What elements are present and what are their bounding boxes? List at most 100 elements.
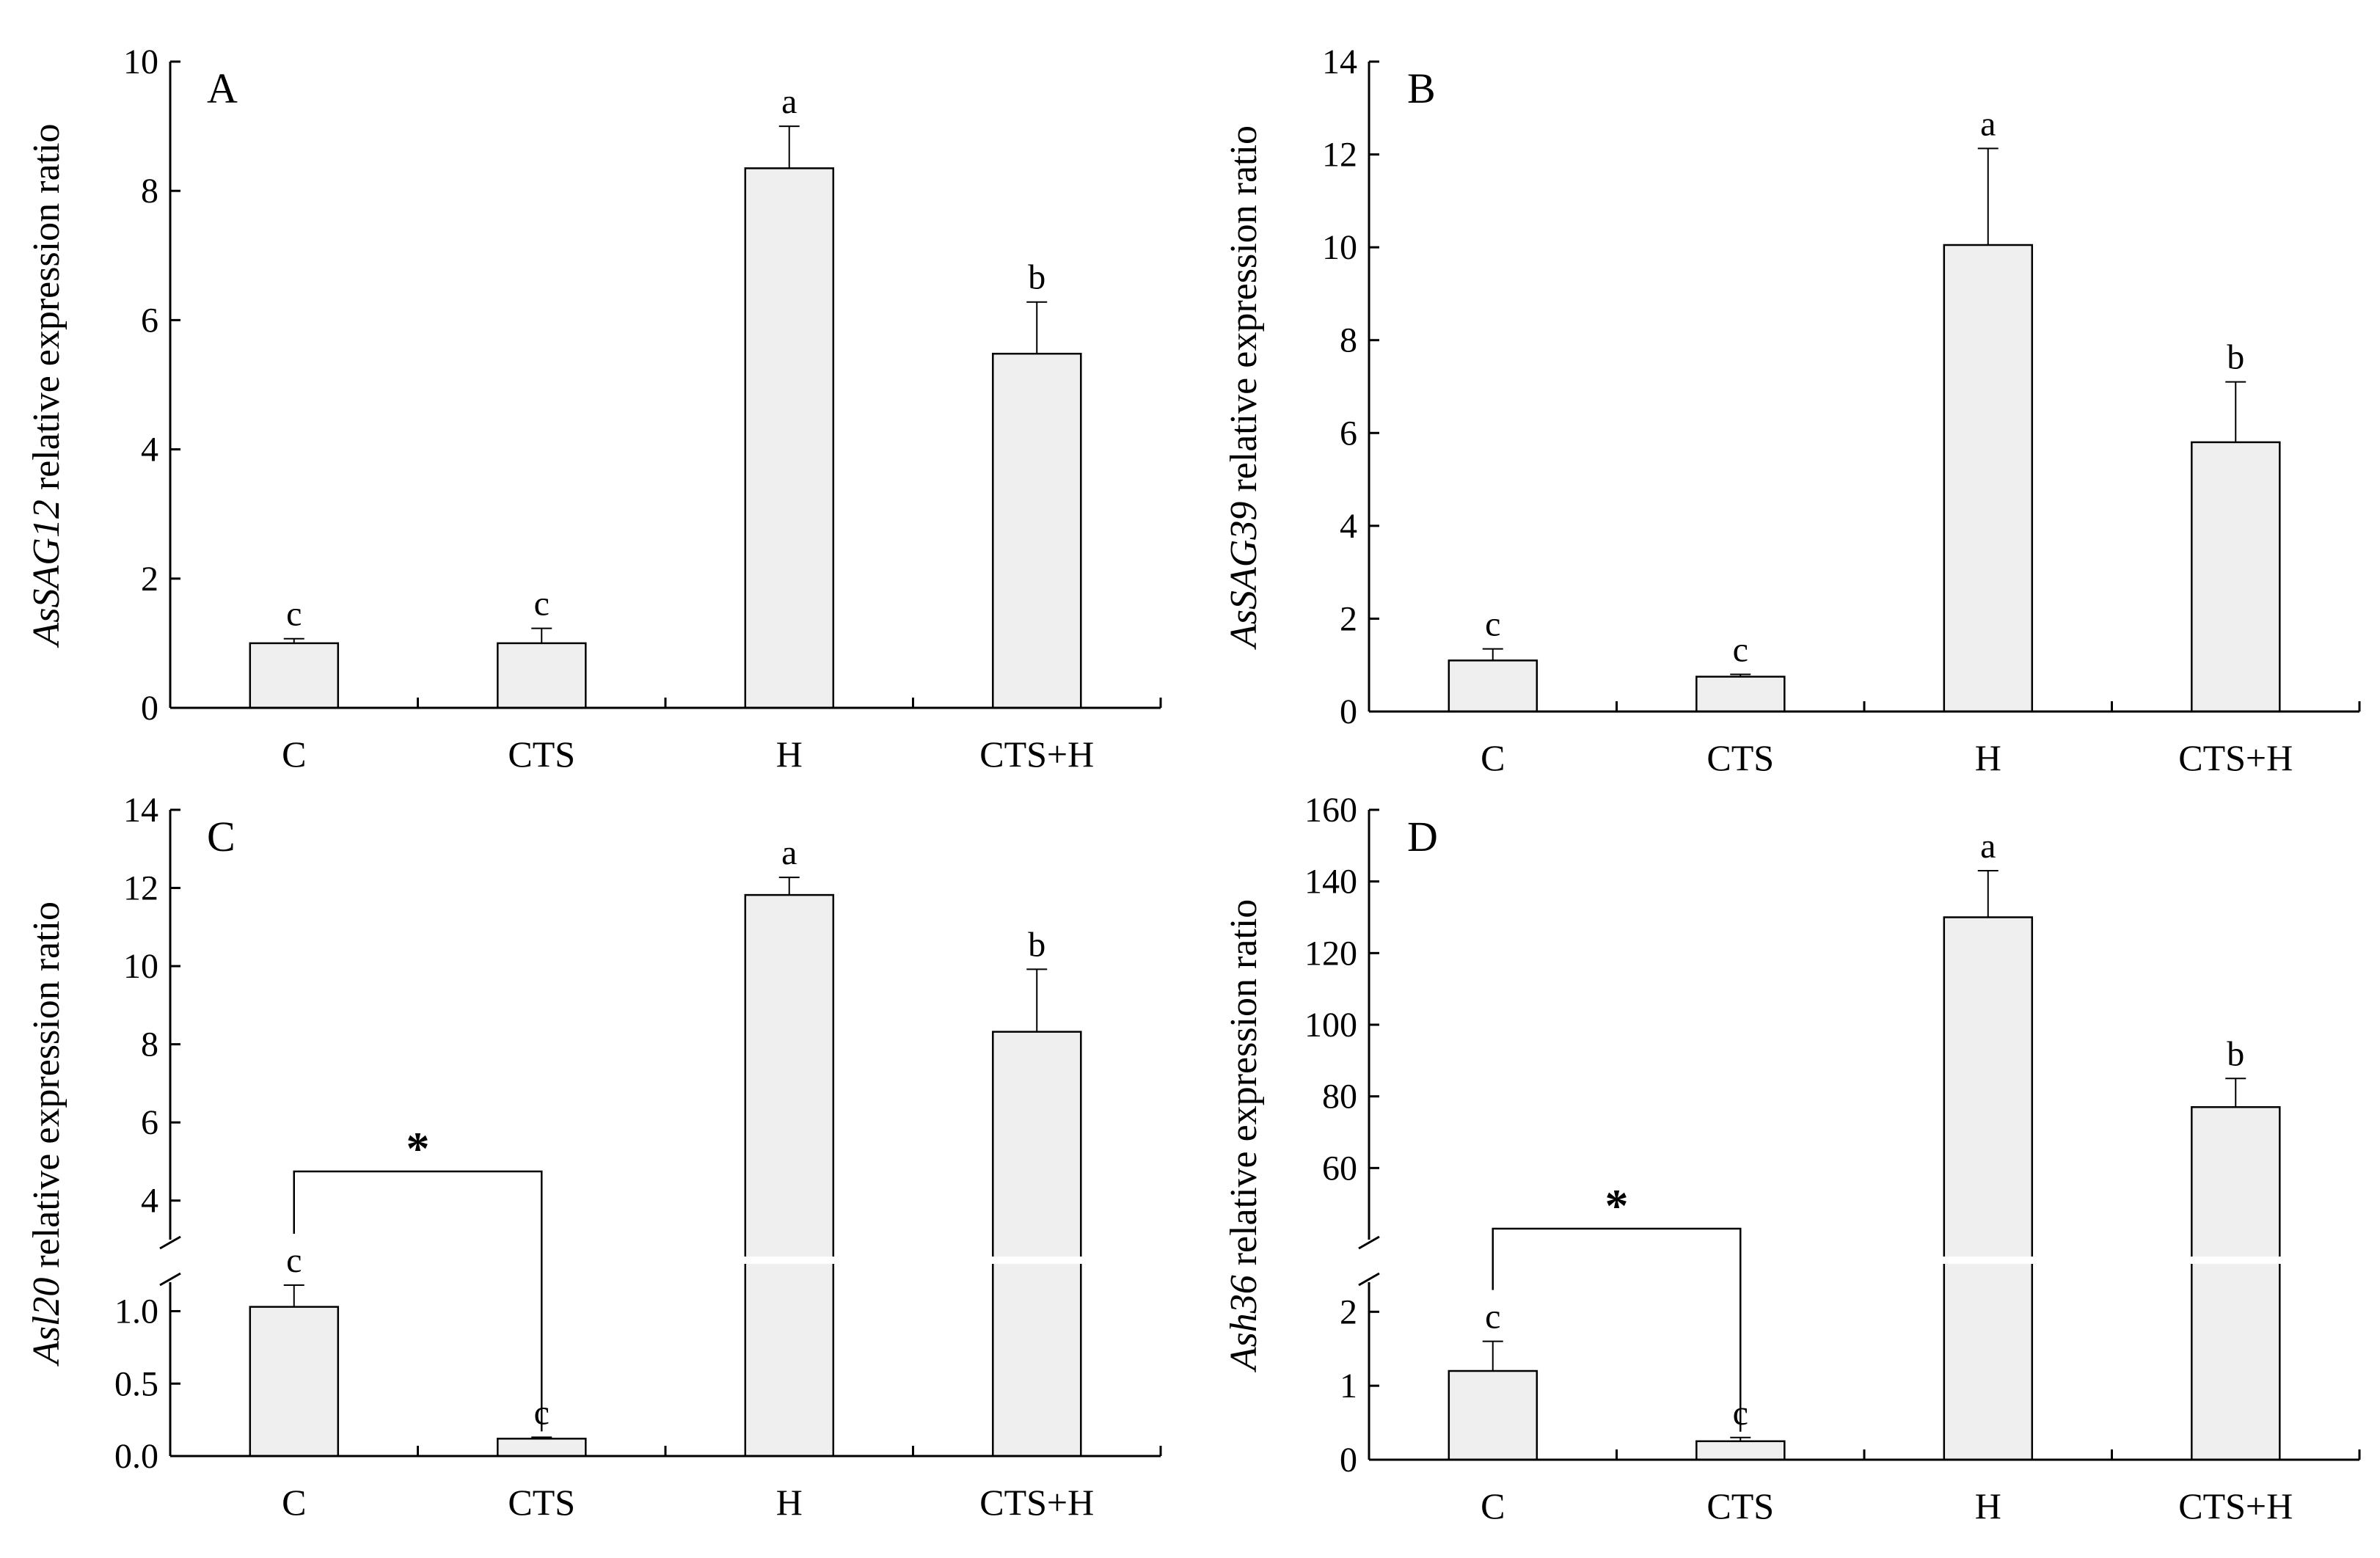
x-tick-label: C [1481, 1485, 1505, 1526]
bar-c [1448, 1369, 1538, 1461]
significance-label: c [1485, 1298, 1500, 1336]
x-tick-label: CTS+H [2178, 737, 2293, 778]
bar-cts [497, 642, 587, 709]
bar-h [744, 893, 835, 1458]
y-tick-label: 1.0 [114, 1292, 158, 1331]
significance-label: b [1028, 258, 1045, 297]
y-tick-label: 10 [1322, 228, 1357, 267]
x-tick-label: C [282, 1482, 306, 1523]
significance-label: b [2227, 338, 2244, 377]
y-axis-label-gene: AsSAG12 [26, 500, 67, 648]
bar-c [1448, 659, 1538, 713]
axis-break-mark [159, 1272, 181, 1287]
y-tick-label: 2 [141, 560, 158, 599]
y-tick-label: 4 [1340, 507, 1357, 546]
y-axis-label-text: relative expression ratio [1223, 125, 1265, 502]
bar-cts [1695, 1440, 1786, 1461]
significance-label: c [286, 1241, 302, 1280]
bar-cts-plus-h [992, 352, 1082, 709]
y-tick-label: 4 [141, 1182, 158, 1221]
x-tick-label: C [1481, 737, 1505, 778]
significance-label: a [1980, 827, 1996, 866]
significance-label: c [286, 595, 302, 634]
x-tick-label: CTS+H [2178, 1485, 2293, 1526]
y-tick-label: 14 [123, 791, 158, 830]
y-axis-label-text: relative expression ratio [26, 124, 67, 500]
y-tick-label: 6 [141, 1103, 158, 1142]
y-tick-label: 6 [1340, 414, 1357, 453]
significance-star: * [406, 1122, 430, 1174]
panel-letter: C [207, 813, 236, 860]
y-tick-label: 0.5 [114, 1364, 158, 1403]
y-tick-label: 2 [1340, 1292, 1357, 1331]
y-axis-label-gene: Asl20 [26, 1278, 67, 1367]
y-tick-label: 60 [1322, 1149, 1357, 1188]
significance-label: b [2227, 1034, 2244, 1073]
panel-a: c c a b C CTS H CTS+H 0 2 4 6 8 10 A AsSAG12 relative e… [26, 43, 1162, 775]
y-axis-label: AsSAG12 relative expression ratio [26, 124, 67, 648]
panel-letter: D [1407, 813, 1438, 860]
y-axis-label: Asl20 relative expression ratio [26, 901, 67, 1367]
significance-label: a [1980, 104, 1996, 143]
bar-h [1943, 244, 2034, 713]
significance-label: b [1028, 925, 1045, 964]
panel-b: c c a b C CTS H CTS+H 0 2 4 6 8 10 12 14 B AsSAG39 relati… [1223, 43, 2361, 778]
y-tick-label: 8 [141, 1025, 158, 1064]
y-tick-label: 0.0 [114, 1437, 158, 1476]
significance-label: a [781, 82, 797, 121]
bar-c [249, 642, 340, 709]
y-tick-label: 120 [1304, 934, 1357, 973]
y-tick-label: 10 [123, 947, 158, 986]
bar-cts [1695, 676, 1786, 713]
axis-break-mark [1358, 1235, 1380, 1250]
x-tick-label: CTS+H [979, 1482, 1094, 1523]
significance-label: c [1733, 630, 1748, 669]
bar-h [744, 167, 835, 709]
x-tick-label: CTS [1706, 737, 1774, 778]
significance-bracket [1492, 1227, 1742, 1432]
y-tick-label: 10 [123, 43, 158, 81]
y-tick-label: 2 [1340, 599, 1357, 638]
panel-letter: A [207, 65, 238, 112]
x-tick-label: CTS [508, 734, 575, 775]
y-tick-label: 80 [1322, 1078, 1357, 1116]
significance-label: a [781, 833, 797, 872]
significance-label: c [1485, 605, 1500, 644]
x-tick-label: H [1975, 1485, 2001, 1526]
x-tick-label: H [1975, 737, 2001, 778]
bar-cts [497, 1438, 587, 1458]
y-tick-label: 140 [1304, 863, 1357, 901]
y-axis-label-gene: Ash36 [1223, 1275, 1265, 1372]
y-axis-label-gene: AsSAG39 [1223, 502, 1265, 650]
axis-break-mark [1358, 1272, 1380, 1287]
significance-label: c [534, 585, 550, 623]
y-tick-label: 0 [141, 689, 158, 728]
y-tick-label: 0 [1340, 1441, 1357, 1480]
y-tick-label: 0 [1340, 692, 1357, 731]
y-axis-label-text: relative expression ratio [26, 901, 67, 1278]
bar-cts-plus-h [2191, 1106, 2281, 1461]
panel-letter: B [1407, 65, 1436, 112]
y-tick-label: 12 [123, 869, 158, 908]
x-tick-label: H [776, 734, 803, 775]
x-tick-label: C [282, 734, 306, 775]
y-tick-label: 8 [141, 172, 158, 211]
y-tick-label: 6 [141, 301, 158, 340]
y-tick-label: 12 [1322, 136, 1357, 175]
y-tick-label: 4 [141, 431, 158, 469]
significance-bracket [293, 1170, 543, 1432]
x-tick-label: CTS [508, 1482, 575, 1523]
y-tick-label: 160 [1304, 791, 1357, 830]
y-tick-label: 100 [1304, 1006, 1357, 1045]
bar-h [1943, 916, 2034, 1461]
bar-c [249, 1306, 340, 1458]
bar-cts-plus-h [992, 1031, 1082, 1458]
y-tick-label: 8 [1340, 321, 1357, 360]
x-tick-label: H [776, 1482, 803, 1523]
y-axis-label: Ash36 relative expression ratio [1223, 899, 1265, 1373]
x-tick-label: CTS+H [979, 734, 1094, 775]
x-tick-label: CTS [1706, 1485, 1774, 1526]
y-tick-label: 1 [1340, 1367, 1357, 1405]
